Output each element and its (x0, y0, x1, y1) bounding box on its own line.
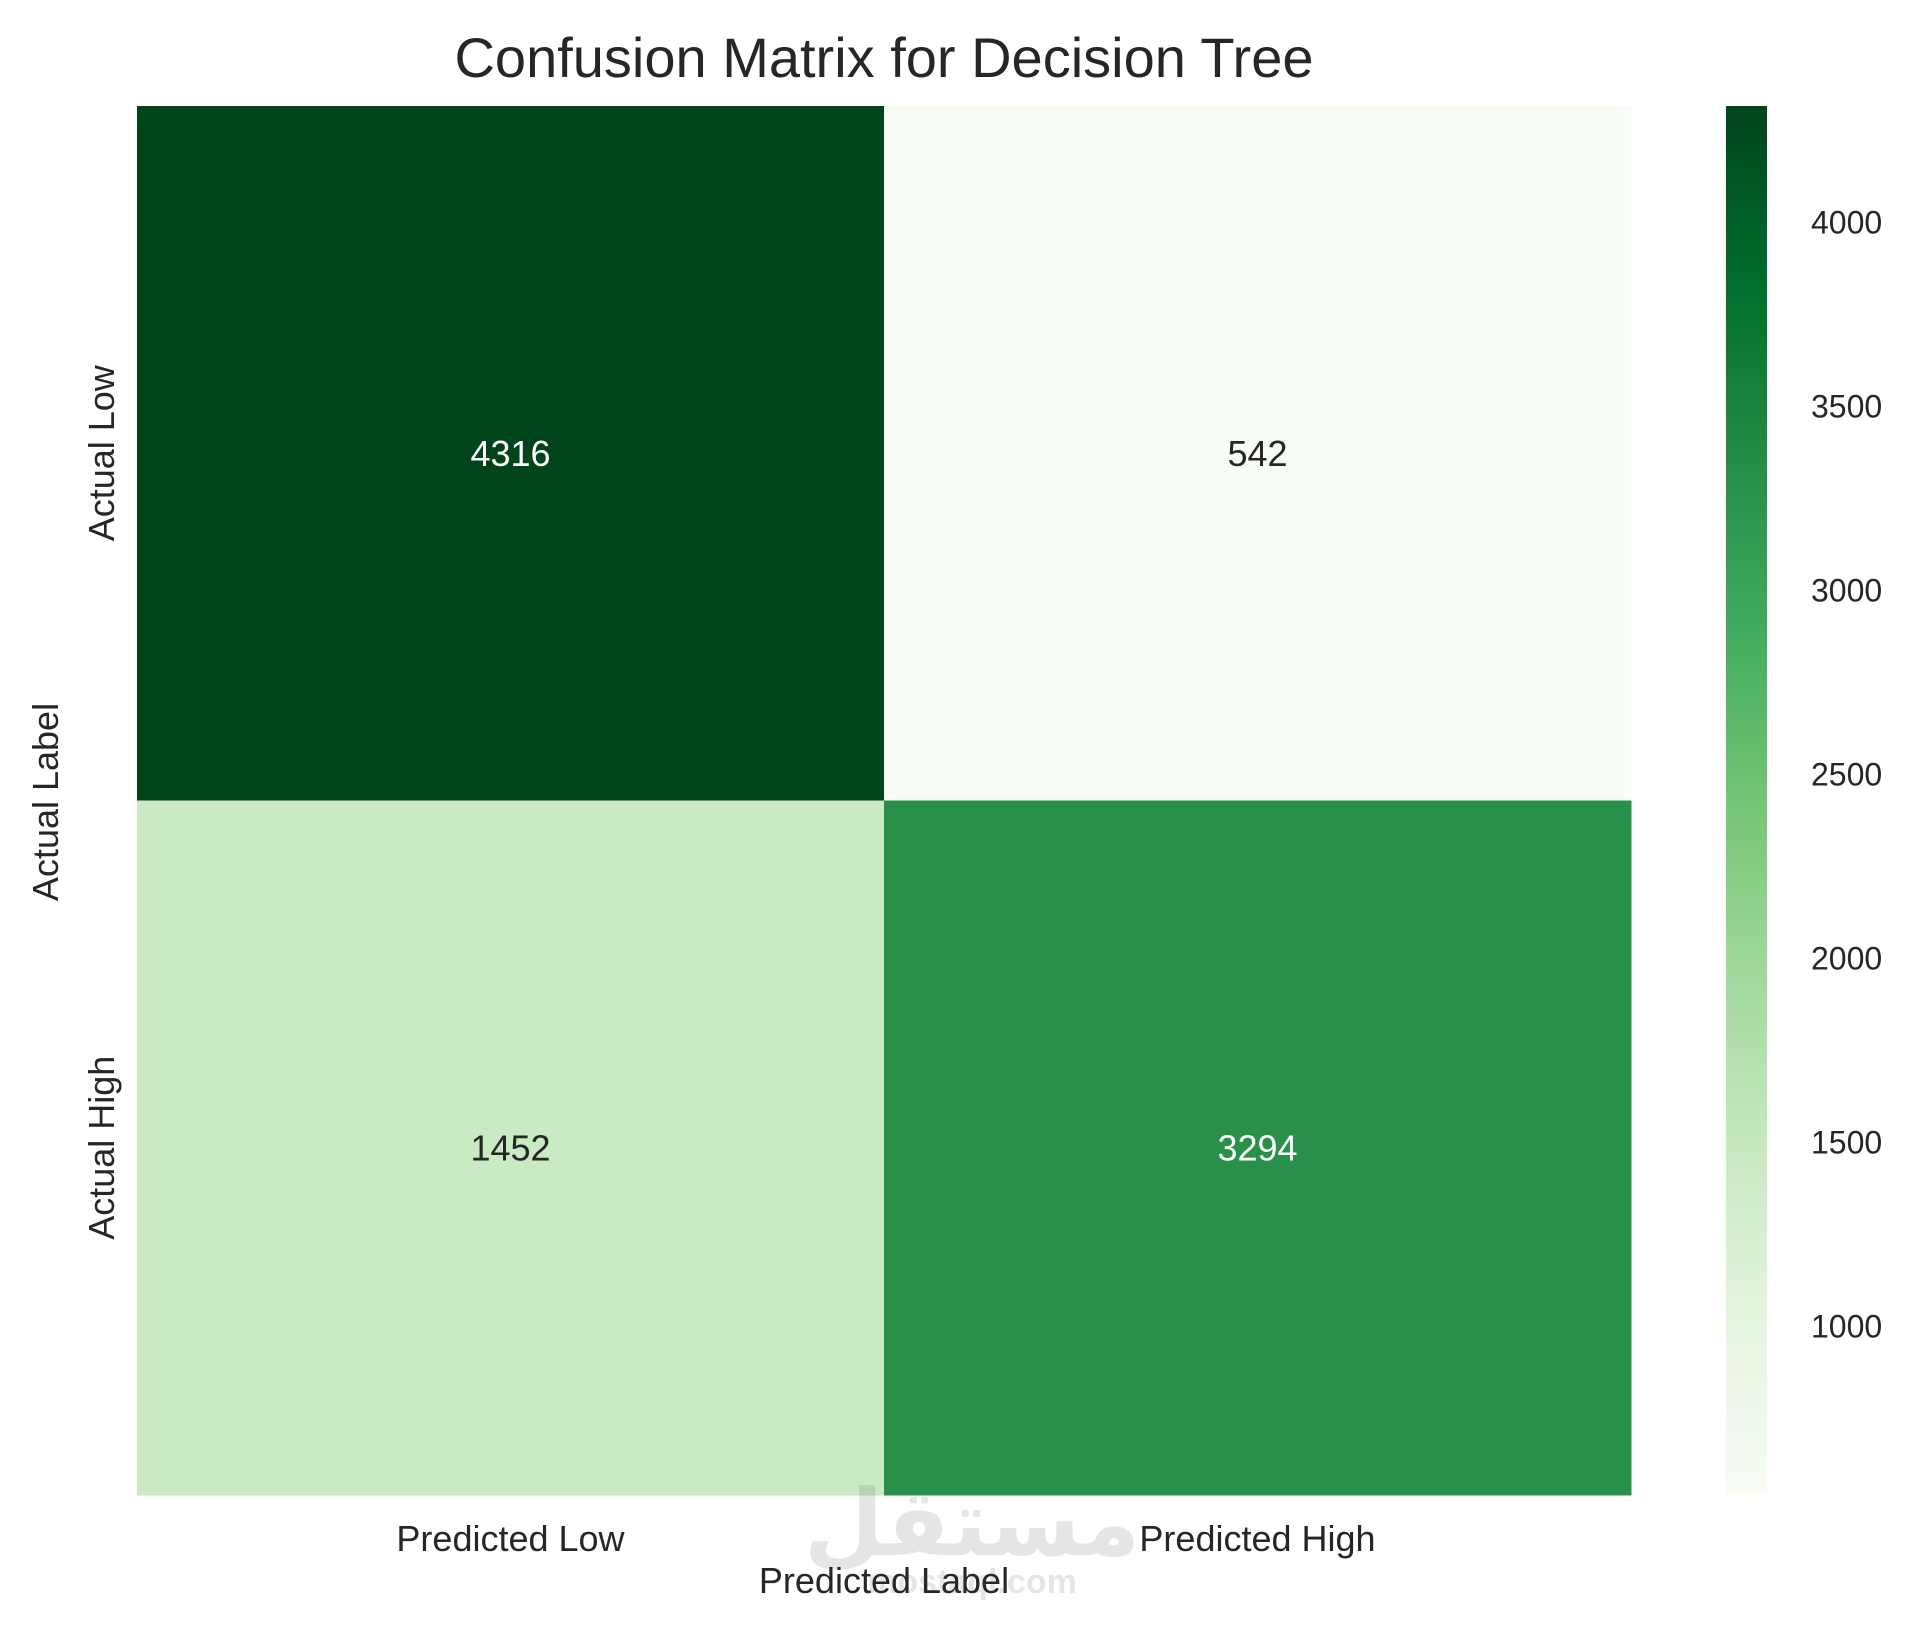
colorbar-tick-label: 1000 (1811, 1308, 1882, 1344)
colorbar-tick-label: 3000 (1811, 572, 1882, 608)
heatmap-cells (137, 106, 1632, 1496)
colorbar-tick-label: 2500 (1811, 756, 1882, 792)
y-tick-labels: Actual Low Actual High (81, 364, 122, 1240)
y-tick-label: Actual High (81, 1056, 122, 1240)
heatmap-cell-r1-c1 (884, 800, 1632, 1496)
watermark-latin: mostaql.com (867, 1563, 1077, 1601)
x-tick-labels: Predicted Low Predicted High (396, 1518, 1375, 1559)
y-tick-label: Actual Low (81, 364, 122, 541)
colorbar (1726, 106, 1767, 1495)
x-axis-label: Predicted Label (759, 1560, 1009, 1601)
colorbar-tick-label: 3500 (1811, 388, 1882, 424)
watermark-arabic: مستقل (804, 1473, 1140, 1575)
chart-title: Confusion Matrix for Decision Tree (454, 26, 1313, 89)
cell-annotation-r1-c0: 1452 (470, 1127, 550, 1168)
cell-annotation-r1-c1: 3294 (1217, 1127, 1297, 1168)
heatmap-cell-r0-c0 (137, 106, 885, 801)
cell-annotation-r0-c0: 4316 (470, 433, 550, 474)
cell-annotations: 4316 542 1452 3294 (470, 433, 1297, 1169)
watermark: مستقل mostaql.com (804, 1473, 1140, 1601)
colorbar-tick-labels: 1000 1500 2000 2500 3000 3500 4000 (1811, 204, 1882, 1344)
colorbar-tick-label: 2000 (1811, 940, 1882, 976)
heatmap-cell-r0-c1 (884, 106, 1632, 801)
x-tick-label: Predicted High (1139, 1518, 1375, 1559)
x-tick-label: Predicted Low (396, 1518, 625, 1559)
y-axis-label: Actual Label (25, 703, 66, 901)
cell-annotation-r0-c1: 542 (1227, 433, 1287, 474)
heatmap-cell-r1-c0 (137, 800, 885, 1496)
colorbar-tick-label: 1500 (1811, 1124, 1882, 1160)
colorbar-tick-label: 4000 (1811, 204, 1882, 240)
